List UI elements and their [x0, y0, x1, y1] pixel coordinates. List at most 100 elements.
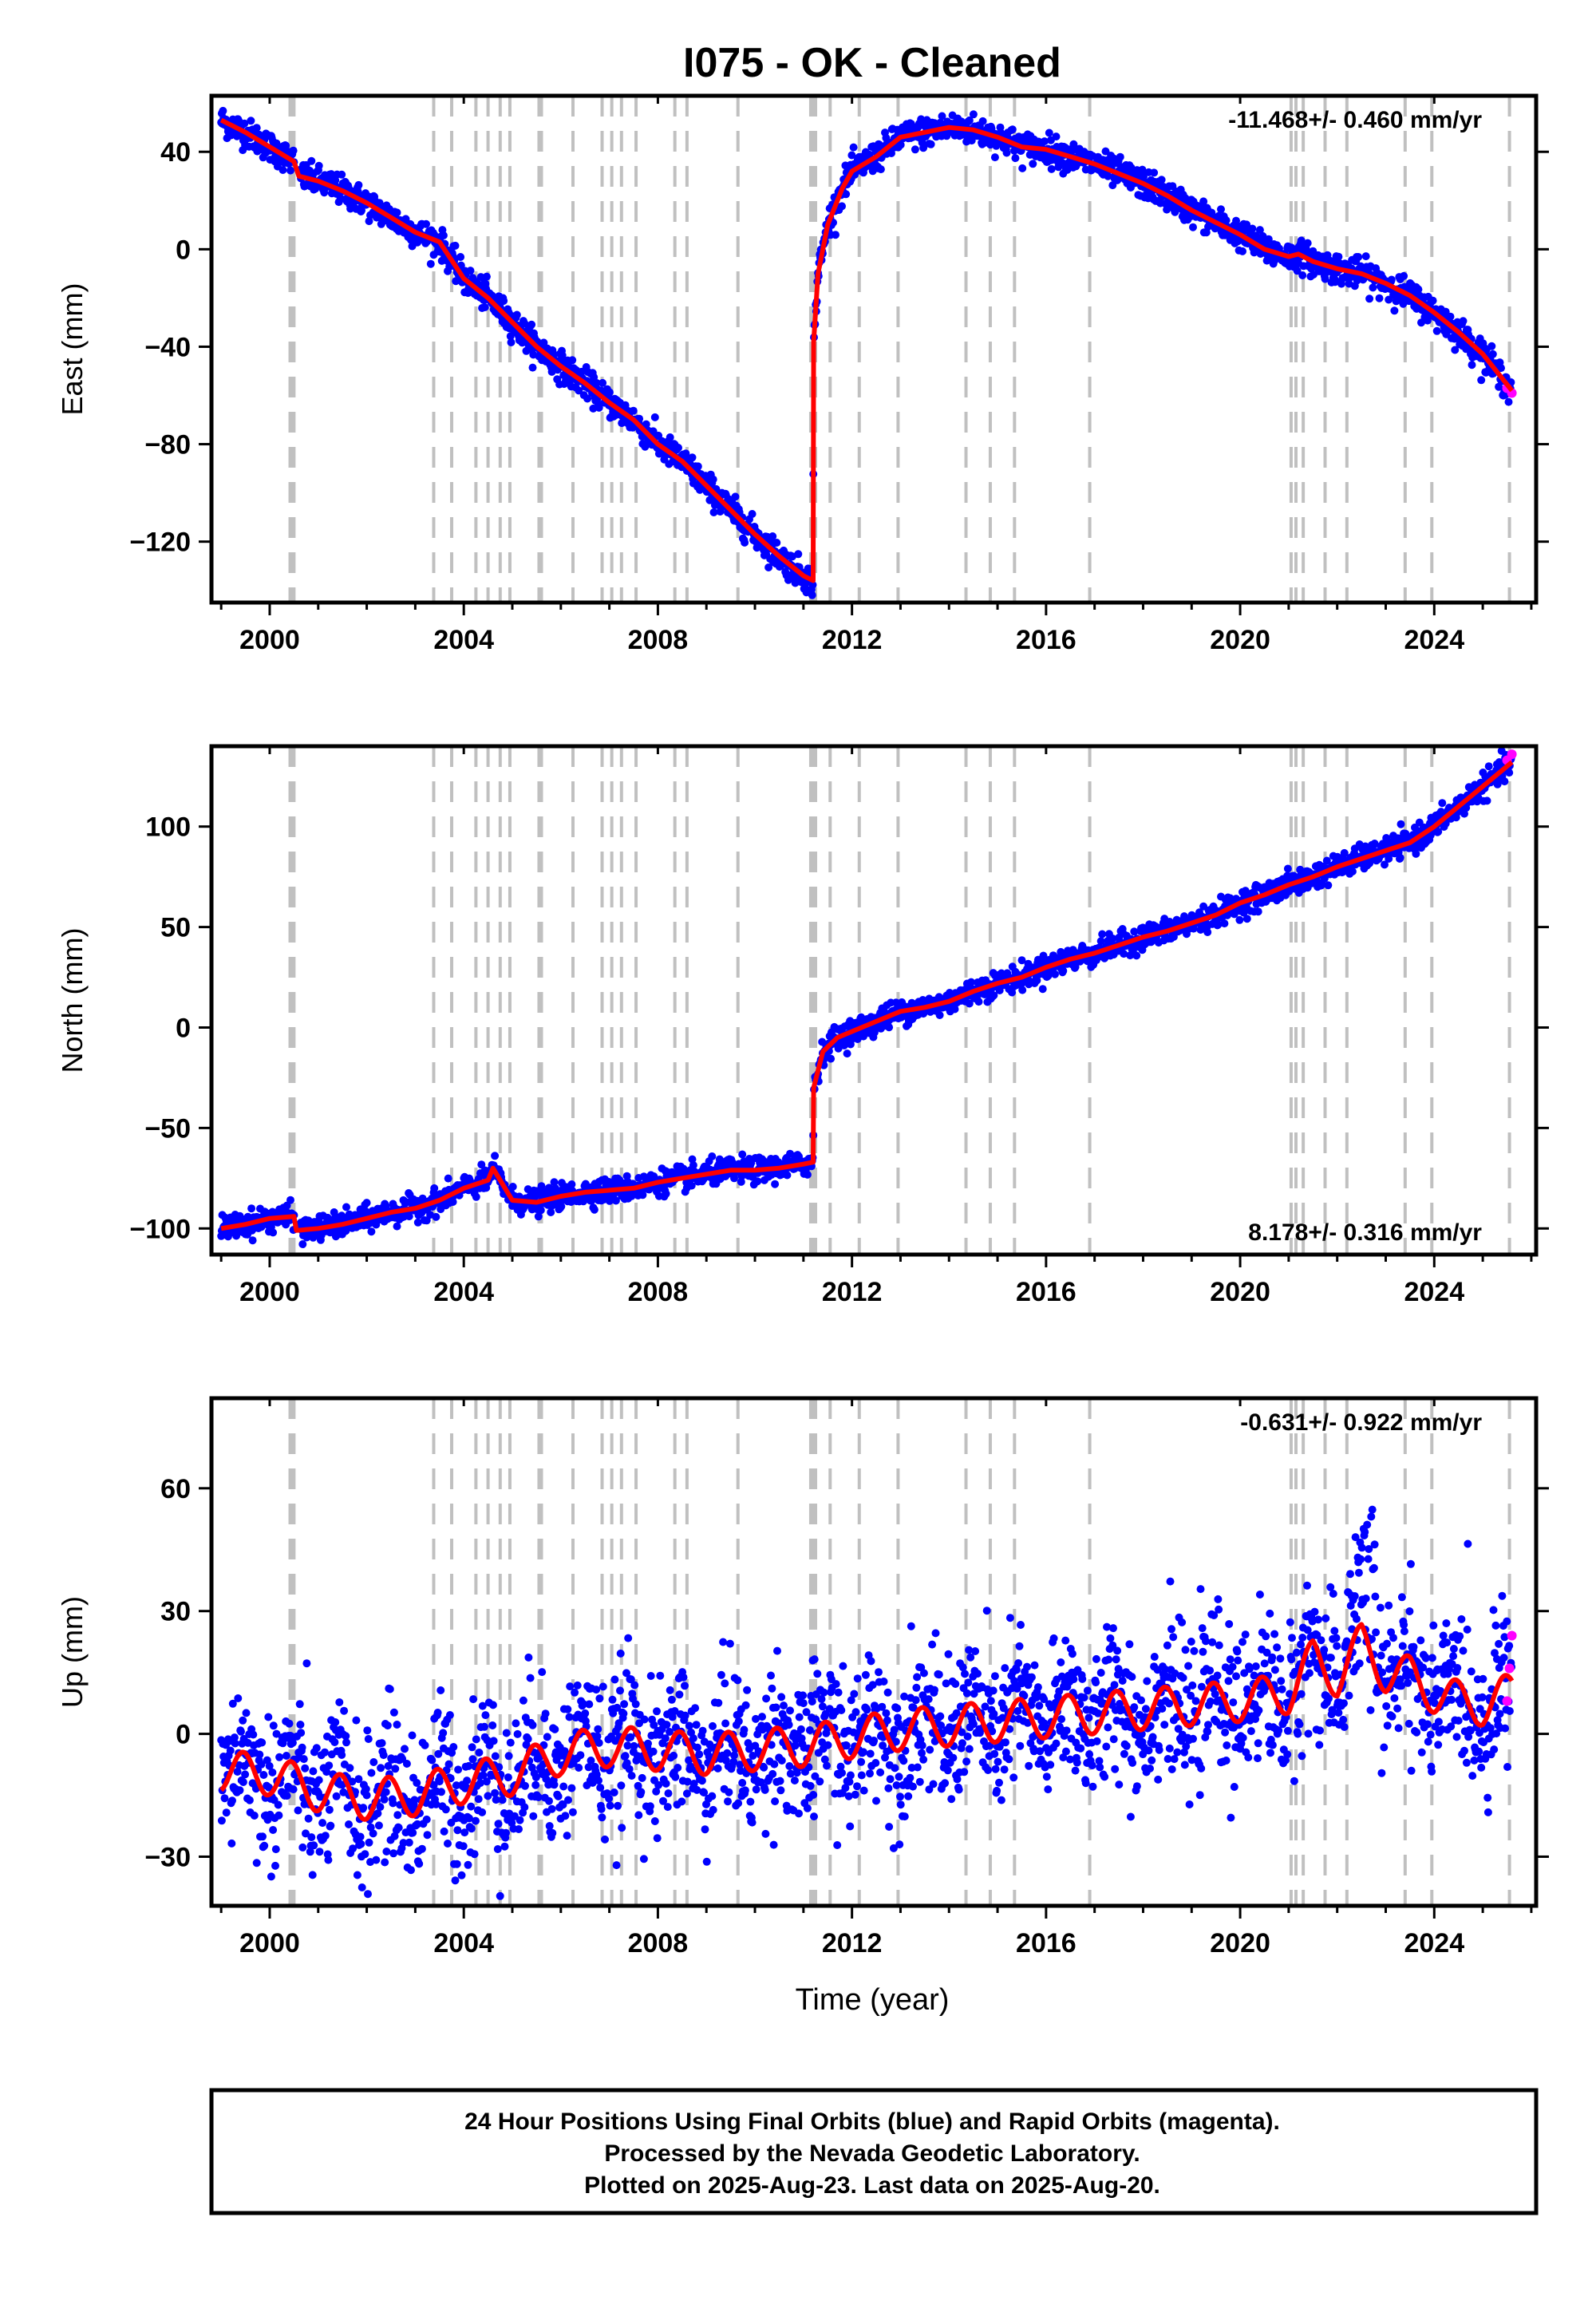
- final-orbit-point: [365, 1838, 373, 1847]
- final-orbit-point: [289, 1785, 298, 1794]
- plot-frame: [209, 93, 1539, 605]
- final-orbit-point: [367, 1769, 376, 1777]
- final-orbit-point: [274, 1800, 282, 1809]
- y-tick-label: −120: [129, 528, 191, 558]
- final-orbit-point: [618, 419, 626, 428]
- final-orbit-point: [990, 153, 999, 162]
- final-orbit-point: [309, 1767, 318, 1776]
- final-orbit-point: [1459, 317, 1468, 326]
- final-orbit-point: [1116, 152, 1124, 161]
- y-tick-label: 100: [145, 812, 191, 843]
- y-tick-label: −80: [144, 430, 191, 460]
- final-orbit-point: [269, 1826, 278, 1834]
- final-orbit-point: [289, 146, 298, 155]
- final-orbit-point: [466, 267, 475, 275]
- final-orbit-point: [413, 1218, 422, 1227]
- final-orbit-point: [1497, 364, 1505, 373]
- final-orbit-point: [241, 1770, 250, 1779]
- final-orbit-point: [666, 433, 674, 441]
- final-orbit-point: [315, 1848, 324, 1856]
- y-tick-label: 0: [176, 1013, 191, 1043]
- final-orbit-point: [331, 1718, 340, 1726]
- final-orbit-point: [1411, 823, 1419, 832]
- final-orbit-point: [298, 1743, 306, 1752]
- final-orbit-point: [240, 119, 249, 128]
- final-orbit-point: [217, 1816, 226, 1825]
- final-orbit-point: [491, 1152, 500, 1160]
- final-orbit-point: [477, 1160, 486, 1169]
- final-orbit-point: [307, 1833, 316, 1842]
- final-orbit-point: [472, 1192, 480, 1201]
- final-orbit-point: [590, 1205, 598, 1214]
- x-tick-label: 2020: [1210, 1277, 1270, 1307]
- final-orbit-point: [1348, 868, 1357, 875]
- final-orbit-point: [228, 1699, 237, 1708]
- final-orbit-point: [674, 444, 682, 452]
- final-orbit-point: [1334, 252, 1343, 261]
- final-orbit-point: [1396, 820, 1405, 828]
- final-orbit-point: [348, 1777, 357, 1786]
- final-orbit-point: [965, 116, 974, 124]
- final-orbit-point: [1322, 856, 1331, 865]
- final-orbit-point: [1047, 164, 1056, 173]
- final-orbit-point: [286, 1196, 294, 1204]
- final-orbit-point: [536, 1206, 545, 1215]
- final-orbit-point: [318, 1819, 327, 1828]
- final-orbit-point: [838, 202, 846, 211]
- final-orbit-point: [363, 1726, 372, 1735]
- final-orbit-point: [1203, 928, 1212, 936]
- x-tick-label: 2024: [1404, 1277, 1464, 1307]
- final-orbit-point: [267, 1872, 275, 1881]
- final-orbit-point: [310, 1841, 318, 1850]
- final-orbit-point: [377, 1764, 385, 1773]
- x-tick-label: 2012: [822, 1277, 883, 1307]
- final-orbit-point: [432, 1212, 440, 1221]
- final-orbit-point: [330, 1738, 339, 1746]
- final-orbit-point: [1254, 907, 1262, 916]
- final-orbit-point: [325, 1761, 334, 1770]
- final-orbit-point: [568, 356, 577, 365]
- final-orbit-point: [1298, 271, 1307, 279]
- final-orbit-point: [512, 310, 521, 319]
- final-orbit-point: [326, 1821, 335, 1830]
- final-orbit-point: [1283, 864, 1292, 873]
- final-orbit-point: [709, 475, 717, 484]
- final-orbit-point: [557, 1202, 566, 1211]
- final-orbit-point: [259, 1832, 267, 1841]
- final-orbit-point: [1002, 148, 1011, 157]
- final-orbit-point: [275, 1811, 283, 1820]
- final-orbit-point: [741, 538, 749, 547]
- final-orbit-point: [911, 145, 919, 154]
- final-orbit-point: [1222, 216, 1231, 225]
- final-orbit-point: [298, 1843, 307, 1852]
- final-orbit-point: [1017, 956, 1026, 965]
- final-orbit-point: [764, 563, 773, 571]
- final-orbit-point: [1008, 125, 1017, 134]
- final-orbit-point: [687, 1181, 696, 1190]
- final-orbit-point: [1096, 937, 1105, 946]
- x-axis: 2000 2004 2008 2012 2016 2020 2024: [219, 96, 1533, 655]
- final-orbit-point: [1018, 164, 1027, 172]
- final-orbit-point: [366, 1823, 375, 1832]
- final-orbit-point: [476, 273, 485, 282]
- final-orbit-point: [222, 1808, 231, 1817]
- final-orbit-point: [265, 1783, 273, 1792]
- final-orbit-point: [230, 1733, 239, 1742]
- y-axis-label: North (mm): [56, 928, 89, 1073]
- final-orbit-point: [1375, 294, 1384, 302]
- final-orbit-point: [220, 1794, 229, 1803]
- final-orbit-point: [842, 190, 851, 199]
- final-orbit-point: [849, 143, 858, 152]
- final-orbit-point: [885, 1023, 894, 1032]
- final-orbit-point: [1255, 226, 1264, 235]
- final-orbit-point: [294, 1806, 302, 1815]
- final-orbit-point: [1331, 278, 1339, 287]
- final-orbit-point: [373, 1809, 382, 1818]
- final-orbit-point: [1412, 849, 1420, 858]
- final-orbit-point: [681, 449, 690, 458]
- final-orbit-point: [550, 1178, 559, 1187]
- final-orbit-point: [340, 1706, 349, 1715]
- final-orbit-point: [275, 1753, 284, 1761]
- final-orbit-point: [935, 1011, 944, 1019]
